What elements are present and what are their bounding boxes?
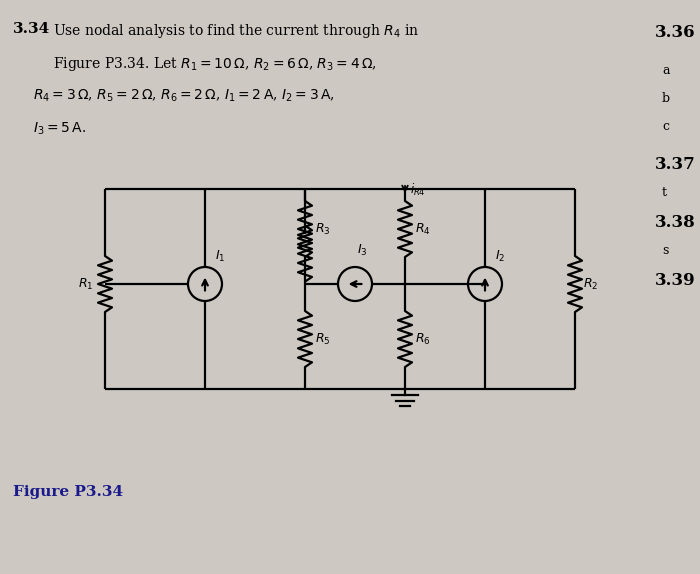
Text: $R_6$: $R_6$ <box>415 331 430 347</box>
Text: $I_3$: $I_3$ <box>357 243 368 258</box>
Text: $R_2$: $R_2$ <box>583 277 598 292</box>
Text: s: s <box>662 244 668 257</box>
Text: 3.38: 3.38 <box>655 214 696 231</box>
Text: Figure P3.34: Figure P3.34 <box>13 485 123 499</box>
Text: a: a <box>662 64 669 77</box>
Text: $R_3$: $R_3$ <box>315 222 330 236</box>
Text: $R_5$: $R_5$ <box>315 331 330 347</box>
Text: b: b <box>662 92 670 105</box>
Text: 3.34: 3.34 <box>13 22 50 36</box>
Text: c: c <box>662 120 669 133</box>
Text: $i_{R4}$: $i_{R4}$ <box>410 181 426 197</box>
Text: 3.39: 3.39 <box>655 272 696 289</box>
Text: $I_3 = 5\,\mathrm{A}$.: $I_3 = 5\,\mathrm{A}$. <box>33 121 86 137</box>
Text: Figure P3.34. Let $R_1 = 10\,\Omega$, $R_2 = 6\,\Omega$, $R_3 = 4\,\Omega$,: Figure P3.34. Let $R_1 = 10\,\Omega$, $R… <box>53 55 377 73</box>
Text: 3.36: 3.36 <box>655 24 696 41</box>
Text: Use nodal analysis to find the current through $R_4$ in: Use nodal analysis to find the current t… <box>53 22 419 40</box>
Text: $I_2$: $I_2$ <box>495 249 505 263</box>
Text: t: t <box>662 186 667 199</box>
Text: $R_4$: $R_4$ <box>415 222 430 236</box>
Text: $R_4 = 3\,\Omega$, $R_5 = 2\,\Omega$, $R_6 = 2\,\Omega$, $I_1 = 2\,\mathrm{A}$, : $R_4 = 3\,\Omega$, $R_5 = 2\,\Omega$, $R… <box>33 88 335 104</box>
Text: 3.37: 3.37 <box>655 156 696 173</box>
Text: $R_1$: $R_1$ <box>78 277 93 292</box>
Text: $I_1$: $I_1$ <box>215 249 225 263</box>
